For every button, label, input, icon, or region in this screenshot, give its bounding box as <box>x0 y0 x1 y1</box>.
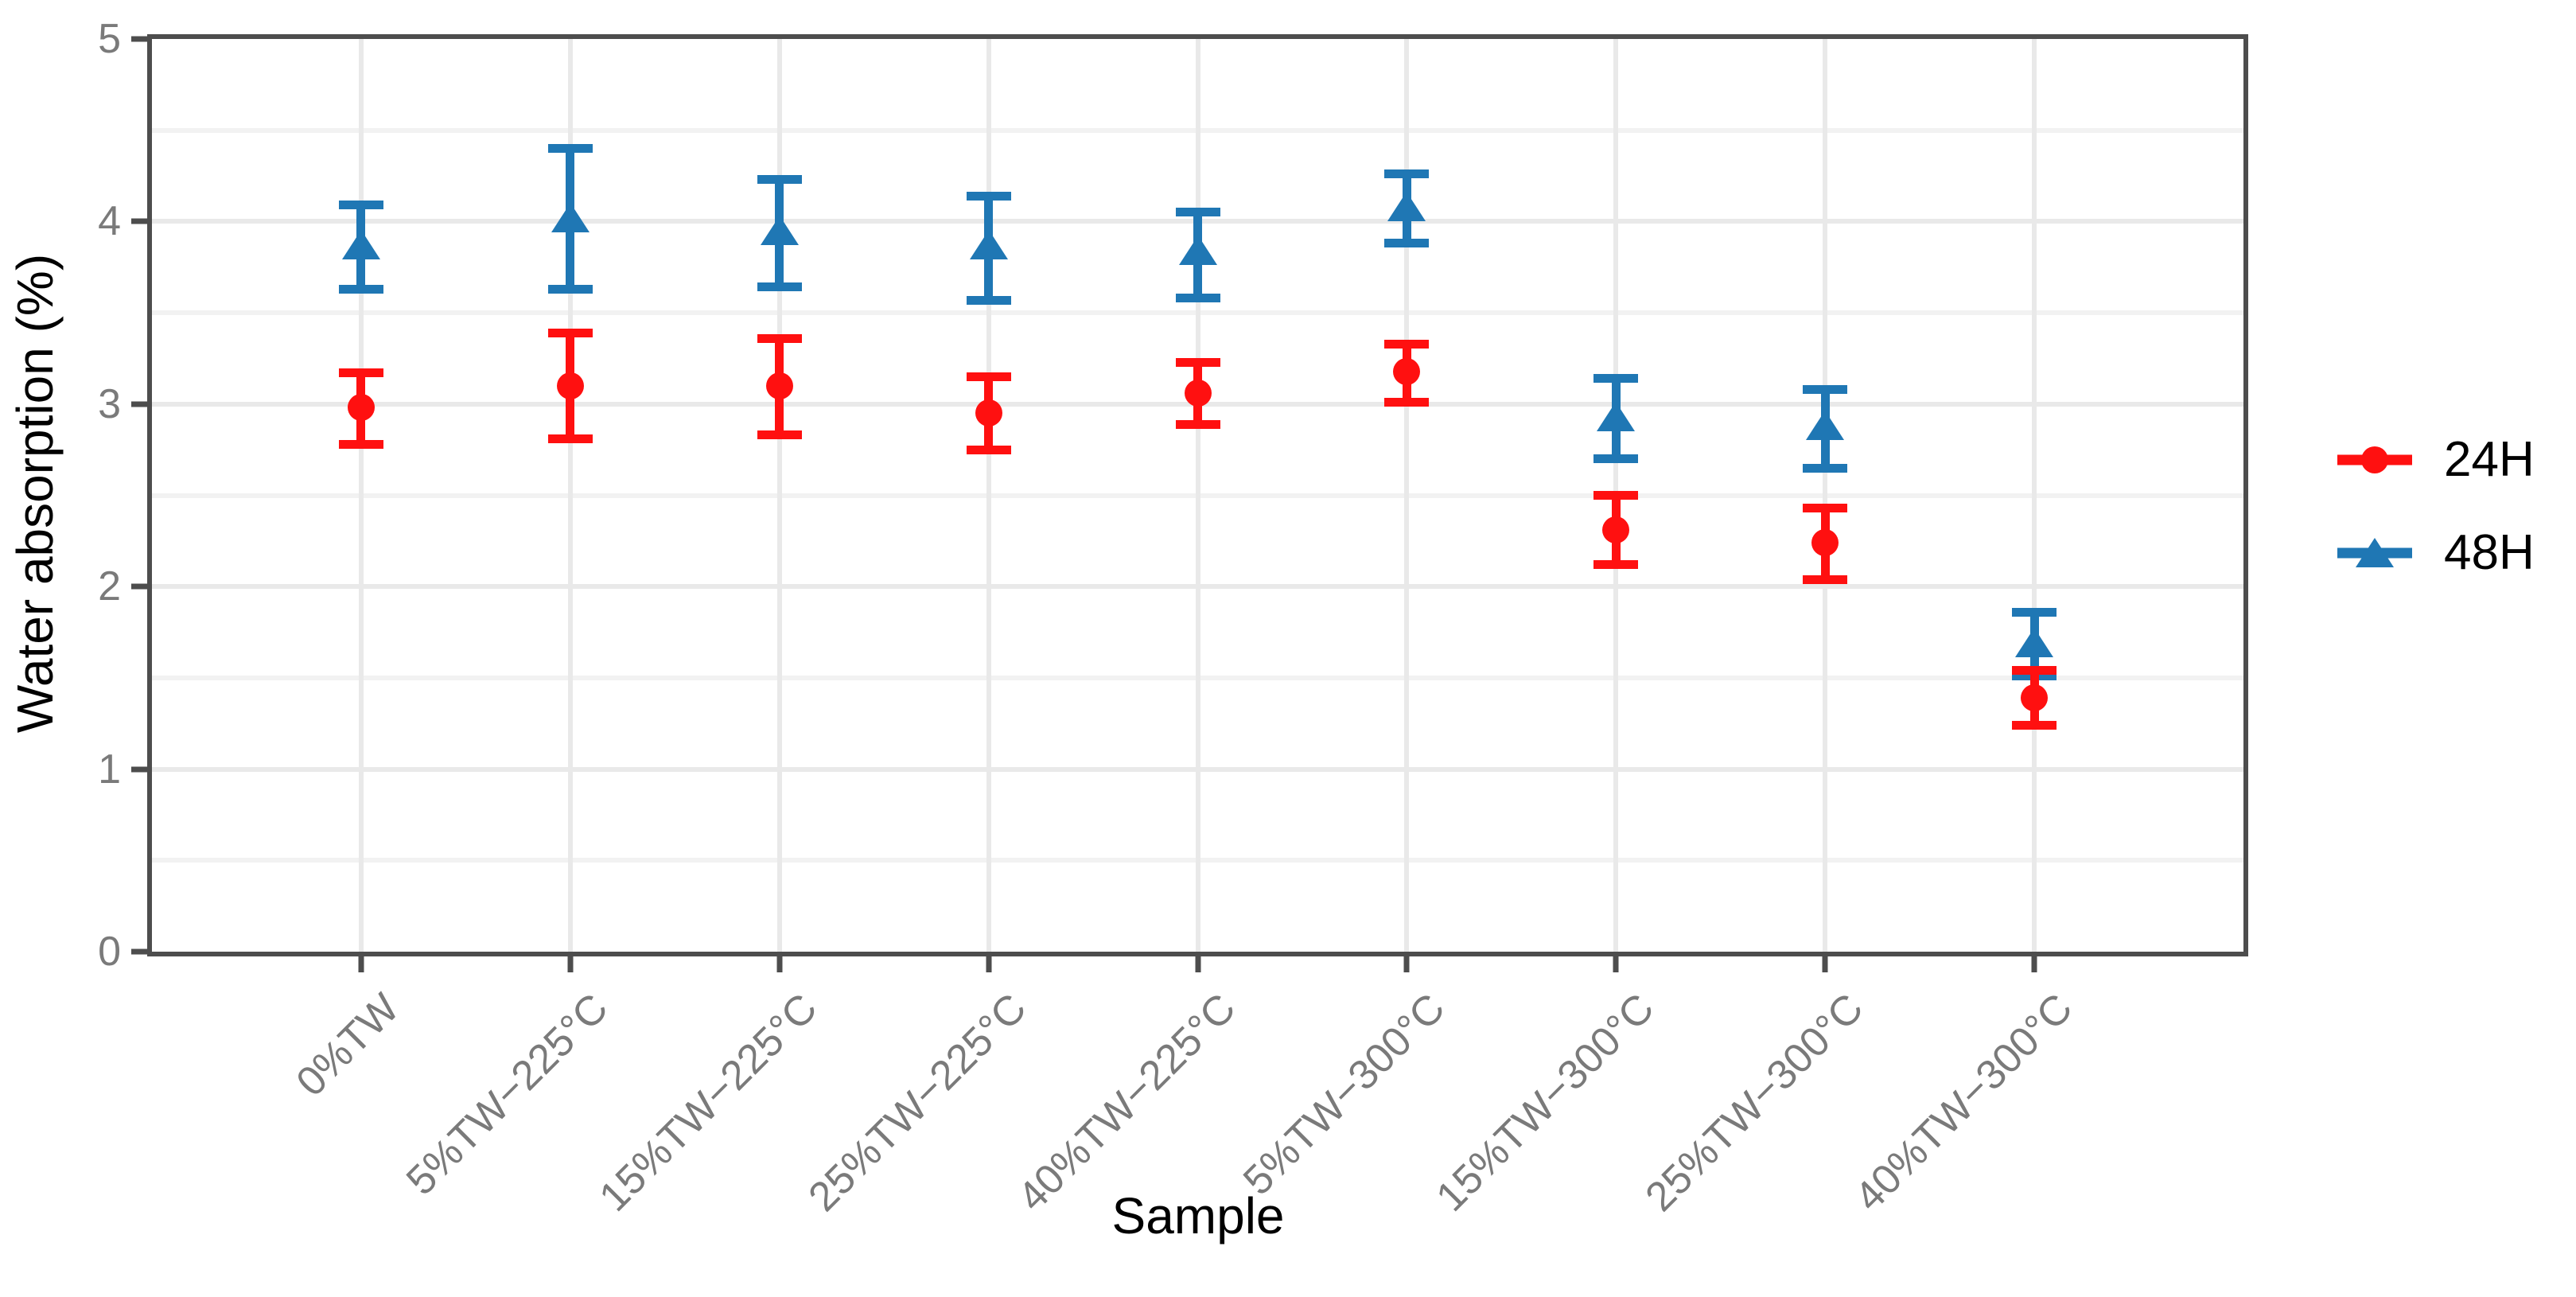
errorbar-cap-bottom-24h <box>1175 419 1220 429</box>
marker-circle-24h <box>975 399 1002 427</box>
errorbar-cap-bottom-48h <box>547 284 593 294</box>
errorbar-cap-top-24h <box>1175 357 1220 367</box>
y-axis-tick <box>131 766 147 773</box>
errorbar-cap-top-48h <box>966 191 1011 201</box>
errorbar-cap-bottom-48h <box>1593 454 1639 464</box>
y-axis-tick <box>131 36 147 42</box>
x-axis-tick <box>776 956 783 972</box>
x-axis-title: Sample <box>1111 1187 1285 1244</box>
errorbar-cap-bottom-24h <box>1384 398 1430 407</box>
marker-triangle-48h <box>1806 411 1845 441</box>
errorbar-cap-bottom-24h <box>547 434 593 443</box>
y-axis-title: Water absorption (%) <box>6 253 64 734</box>
errorbar-cap-bottom-48h <box>1175 294 1220 303</box>
errorbar-cap-bottom-48h <box>966 295 1011 305</box>
y-axis-tick-label: 4 <box>98 198 121 245</box>
x-axis-tick-label: 15%TW−225°C <box>590 984 827 1221</box>
marker-circle-24h <box>1393 357 1421 385</box>
y-axis-tick-label: 2 <box>98 563 121 610</box>
errorbar-cap-top-24h <box>1384 339 1430 349</box>
y-axis-tick <box>131 948 147 955</box>
y-axis-tick-label: 1 <box>98 746 121 793</box>
errorbar-cap-top-48h <box>1593 374 1639 384</box>
x-axis-tick <box>986 956 992 972</box>
errorbar-cap-top-24h <box>2012 666 2057 676</box>
x-axis-tick <box>1195 956 1200 972</box>
errorbar-cap-bottom-48h <box>1803 463 1848 473</box>
gridline-vertical <box>986 39 991 952</box>
errorbar-cap-bottom-24h <box>2012 721 2057 730</box>
marker-triangle-48h <box>760 215 799 245</box>
gridline-vertical <box>1404 39 1410 952</box>
errorbar-cap-bottom-24h <box>1593 560 1639 570</box>
marker-triangle-48h <box>1178 236 1217 266</box>
marker-circle-24h <box>347 394 375 422</box>
errorbar-cap-bottom-24h <box>338 439 383 449</box>
marker-triangle-48h <box>1597 401 1636 431</box>
marker-triangle-48h <box>551 202 590 232</box>
marker-circle-24h <box>1184 380 1212 407</box>
y-axis-tick-label: 5 <box>98 16 121 62</box>
errorbar-cap-top-48h <box>1803 384 1848 394</box>
x-axis-tick <box>567 956 574 972</box>
marker-circle-24h <box>1602 516 1630 544</box>
errorbar-cap-top-48h <box>547 144 593 154</box>
x-axis-tick-label: 5%TW−300°C <box>1234 984 1454 1205</box>
errorbar-cap-bottom-24h <box>757 430 802 440</box>
x-axis-tick-label: 15%TW−300°C <box>1427 984 1664 1221</box>
legend-circle-icon <box>2361 446 2388 473</box>
gridline-vertical <box>776 39 782 952</box>
errorbar-cap-top-24h <box>1803 504 1848 513</box>
errorbar-cap-top-48h <box>1175 208 1220 217</box>
x-axis-tick <box>1822 956 1828 972</box>
x-axis-tick-label: 5%TW−225°C <box>398 984 617 1205</box>
errorbar-cap-top-24h <box>1593 491 1639 500</box>
gridline-vertical <box>1195 39 1200 952</box>
errorbar-cap-bottom-24h <box>1803 574 1848 584</box>
errorbar-cap-top-48h <box>757 175 802 185</box>
gridline-vertical <box>2032 39 2037 952</box>
x-axis-tick-label: 25%TW−300°C <box>1636 984 1873 1221</box>
errorbar-cap-bottom-24h <box>966 445 1011 454</box>
gridline-vertical <box>358 39 364 952</box>
marker-triangle-48h <box>2015 628 2054 658</box>
marker-triangle-48h <box>969 230 1008 260</box>
x-axis-tick-label: 25%TW−225°C <box>800 984 1036 1221</box>
x-axis-tick-label: 40%TW−300°C <box>1846 984 2082 1221</box>
gridline-vertical <box>567 39 573 952</box>
marker-circle-24h <box>2021 684 2049 712</box>
errorbar-cap-top-24h <box>757 333 802 343</box>
plot-panel <box>147 34 2248 956</box>
marker-circle-24h <box>1811 529 1839 557</box>
errorbar-cap-bottom-48h <box>757 282 802 292</box>
marker-triangle-48h <box>1387 192 1426 222</box>
legend-label-48h: 48H <box>2444 525 2535 580</box>
legend-label-24h: 24H <box>2444 432 2535 487</box>
y-axis-tick-label: 3 <box>98 380 121 427</box>
x-axis-tick <box>1403 956 1410 972</box>
x-axis-tick-label: 40%TW−225°C <box>1009 984 1245 1221</box>
y-axis-tick-label: 0 <box>98 929 121 975</box>
errorbar-cap-top-24h <box>966 372 1011 381</box>
errorbar-cap-top-24h <box>338 368 383 378</box>
errorbar-cap-top-48h <box>1384 169 1430 179</box>
marker-circle-24h <box>765 372 793 399</box>
errorbar-cap-top-48h <box>338 201 383 210</box>
x-axis-tick-label: 0%TW <box>287 984 408 1106</box>
y-axis-tick <box>131 218 147 224</box>
y-axis-tick <box>131 401 147 407</box>
x-axis-tick <box>1613 956 1619 972</box>
marker-circle-24h <box>556 372 584 399</box>
legend-triangle-icon <box>2356 538 2394 567</box>
marker-triangle-48h <box>341 230 380 260</box>
errorbar-cap-bottom-48h <box>338 284 383 294</box>
errorbar-cap-top-24h <box>547 328 593 337</box>
errorbar-cap-bottom-48h <box>1384 239 1430 248</box>
x-axis-tick <box>2031 956 2037 972</box>
errorbar-cap-top-48h <box>2012 607 2057 617</box>
y-axis-tick <box>131 583 147 590</box>
x-axis-tick <box>358 956 364 972</box>
gridline-vertical <box>1823 39 1828 952</box>
